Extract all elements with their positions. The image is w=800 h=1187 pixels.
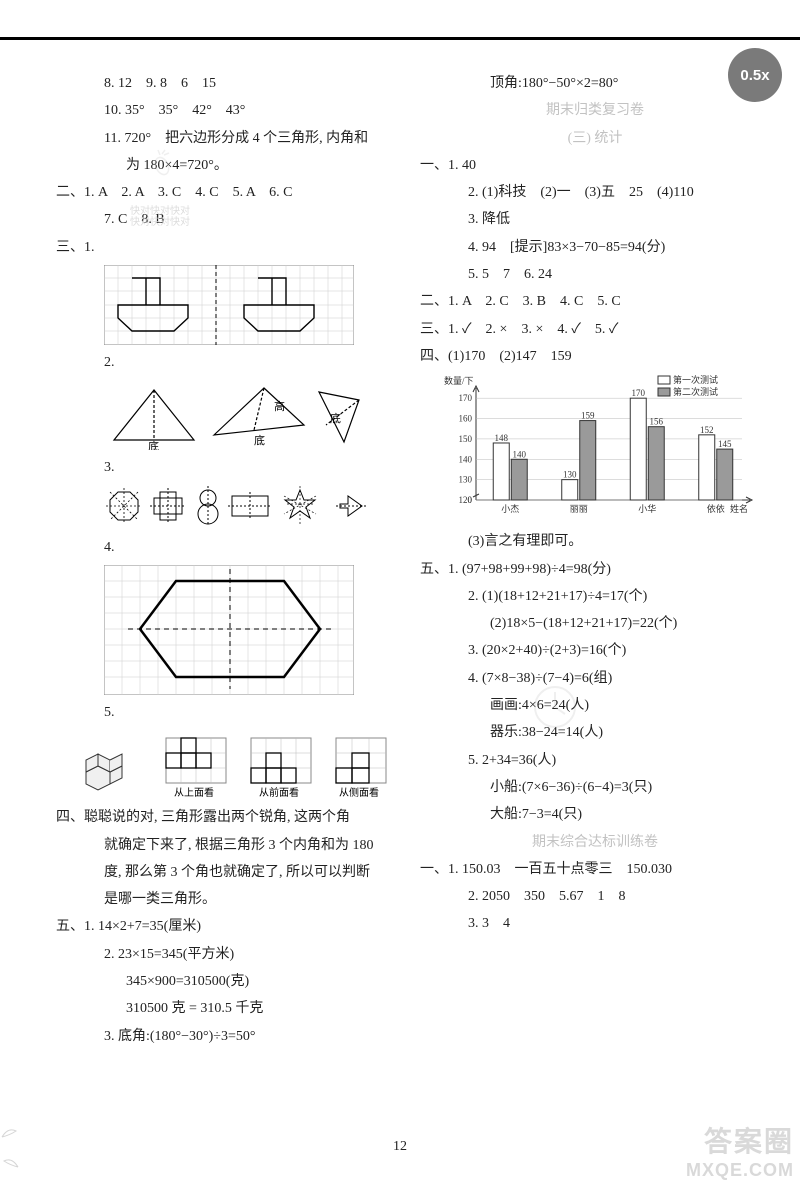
section-label: 三、1.: [56, 234, 406, 261]
answer-text: (2)18×5−(18+12+21+17)=22(个): [420, 610, 770, 637]
svg-text:底: 底: [330, 411, 341, 425]
answer-text: 8. 12 9. 8 6 15: [56, 70, 406, 97]
answer-text: 四、(1)170 (2)147 159: [420, 343, 770, 370]
carrot-icon: [146, 148, 174, 176]
leaf-icon: [0, 1155, 20, 1169]
svg-text:170: 170: [459, 393, 473, 403]
svg-text:底: 底: [254, 433, 265, 447]
svg-text:丽丽: 丽丽: [570, 504, 588, 514]
answer-text: 大船:7−3=4(只): [420, 801, 770, 828]
answer-text: 小船:(7×6−36)÷(6−4)=3(只): [420, 774, 770, 801]
svg-text:高: 高: [274, 399, 285, 413]
answer-text: 五、1. (97+98+99+98)÷4=98(分): [420, 556, 770, 583]
right-column: 顶角:180°−50°×2=80° 期末归类复习卷 (三) 统计 一、1. 40…: [420, 70, 770, 1050]
page-content: 8. 12 9. 8 6 15 10. 35° 35° 42° 43° 11. …: [0, 40, 800, 1060]
svg-text:148: 148: [495, 433, 509, 443]
answer-text: 2. (1)(18+12+21+17)÷4=17(个): [420, 583, 770, 610]
answer-text: 度, 那么第 3 个角也就确定了, 所以可以判断: [56, 859, 406, 886]
answer-text: 二、1. A 2. A 3. C 4. C 5. A 6. C: [56, 179, 406, 206]
answer-text: 4.: [56, 534, 406, 561]
svg-text:160: 160: [459, 414, 473, 424]
figure-grid-boats: [104, 265, 406, 345]
view-label: 从上面看: [174, 786, 214, 799]
figure-views: 从上面看 从前面看: [76, 730, 406, 800]
svg-text:140: 140: [513, 450, 527, 460]
page-number: 12: [0, 1125, 800, 1169]
svg-text:145: 145: [718, 439, 732, 449]
answer-text: 器乐:38−24=14(人): [420, 719, 770, 746]
answer-text: 一、1. 40: [420, 152, 770, 179]
svg-text:依依: 依依: [707, 503, 725, 514]
watermark-icon: [530, 682, 580, 732]
answer-text: 四、聪聪说的对, 三角形露出两个锐角, 这两个角: [56, 804, 406, 831]
svg-text:140: 140: [459, 455, 473, 465]
svg-text:130: 130: [459, 475, 473, 485]
svg-text:156: 156: [650, 417, 664, 427]
view-label: 从侧面看: [339, 786, 379, 799]
answer-text: 画画:4×6=24(人): [420, 692, 770, 719]
answer-text: (3)言之有理即可。: [420, 528, 770, 555]
svg-text:第二次测试: 第二次测试: [673, 386, 718, 397]
answer-text: 4. (7×8−38)÷(7−4)=6(组): [420, 665, 770, 692]
svg-text:170: 170: [632, 388, 646, 398]
figure-shapes-symmetry: [104, 486, 406, 530]
answer-text: 11. 720° 把六边形分成 4 个三角形, 内角和: [56, 125, 406, 152]
figure-hexagon-grid: [104, 565, 406, 695]
svg-text:130: 130: [563, 470, 577, 480]
answer-text: 3. (20×2+40)÷(2+3)=16(个): [420, 637, 770, 664]
answer-text: 顶角:180°−50°×2=80°: [420, 70, 770, 97]
svg-text:159: 159: [581, 411, 595, 421]
answer-text: 2. 2050 350 5.67 1 8: [420, 883, 770, 910]
answer-text: 3. 降低: [420, 206, 770, 233]
svg-text:底: 底: [148, 439, 159, 450]
answer-text: 5.: [56, 699, 406, 726]
svg-text:小华: 小华: [638, 503, 656, 514]
watermark-cn: 答案圈: [686, 1120, 794, 1160]
answer-text: 310500 克 = 310.5 千克: [56, 995, 406, 1022]
bar-chart: 数量/下第一次测试第二次测试1201301401501601700148140小…: [440, 374, 770, 524]
answer-text: 4. 94 [提示]83×3−70−85=94(分): [420, 234, 770, 261]
answer-text: 为 180×4=720°。: [56, 152, 406, 179]
watermark-url: MXQE.COM: [686, 1160, 794, 1181]
left-column: 8. 12 9. 8 6 15 10. 35° 35° 42° 43° 11. …: [56, 70, 406, 1050]
answer-text: 二、1. A 2. C 3. B 4. C 5. C: [420, 288, 770, 315]
answer-text: 3. 底角:(180°−30°)÷3=50°: [56, 1023, 406, 1050]
svg-text:152: 152: [700, 425, 714, 435]
section-title: 期末归类复习卷: [420, 97, 770, 124]
watermark-text: 快对快对快对快对快对快对: [130, 206, 190, 228]
section-title: 期末综合达标训练卷: [420, 829, 770, 856]
answer-text: 3.: [56, 454, 406, 481]
answer-text: 2.: [56, 349, 406, 376]
svg-text:150: 150: [459, 434, 473, 444]
answer-text: 3. 3 4: [420, 910, 770, 937]
answer-text: 345×900=310500(克): [56, 968, 406, 995]
answer-text: 5. 5 7 6. 24: [420, 261, 770, 288]
answer-text: 是哪一类三角形。: [56, 886, 406, 913]
zoom-badge[interactable]: 0.5x: [728, 48, 782, 102]
answer-text: 三、1. ✓ 2. × 3. × 4. ✓ 5. ✓: [420, 316, 770, 343]
answer-text: 为 180×4=720°。: [126, 158, 228, 173]
answer-text: 7. C 8. B 快对快对快对快对快对快对: [56, 206, 406, 233]
view-label: 从前面看: [259, 786, 299, 799]
answer-text: 10. 35° 35° 42° 43°: [56, 97, 406, 124]
watermark-corner: 答案圈 MXQE.COM: [686, 1120, 794, 1181]
section-subtitle: (三) 统计: [420, 125, 770, 152]
svg-text:姓名: 姓名: [730, 503, 748, 514]
answer-text: 2. 23×15=345(平方米): [56, 941, 406, 968]
answer-text: 2. (1)科技 (2)一 (3)五 25 (4)110: [420, 179, 770, 206]
answer-text: 5. 2+34=36(人): [420, 747, 770, 774]
figure-triangles: 底 底 底 高: [104, 380, 406, 450]
svg-text:0: 0: [468, 495, 473, 505]
answer-text: 五、1. 14×2+7=35(厘米): [56, 913, 406, 940]
svg-text:小杰: 小杰: [501, 503, 519, 514]
svg-text:第一次测试: 第一次测试: [673, 374, 718, 385]
top-bar: [0, 0, 800, 40]
leaf-icon: [0, 1125, 20, 1139]
svg-text:数量/下: 数量/下: [444, 375, 474, 386]
answer-text: 一、1. 150.03 一百五十点零三 150.030: [420, 856, 770, 883]
answer-text: 就确定下来了, 根据三角形 3 个内角和为 180: [56, 832, 406, 859]
